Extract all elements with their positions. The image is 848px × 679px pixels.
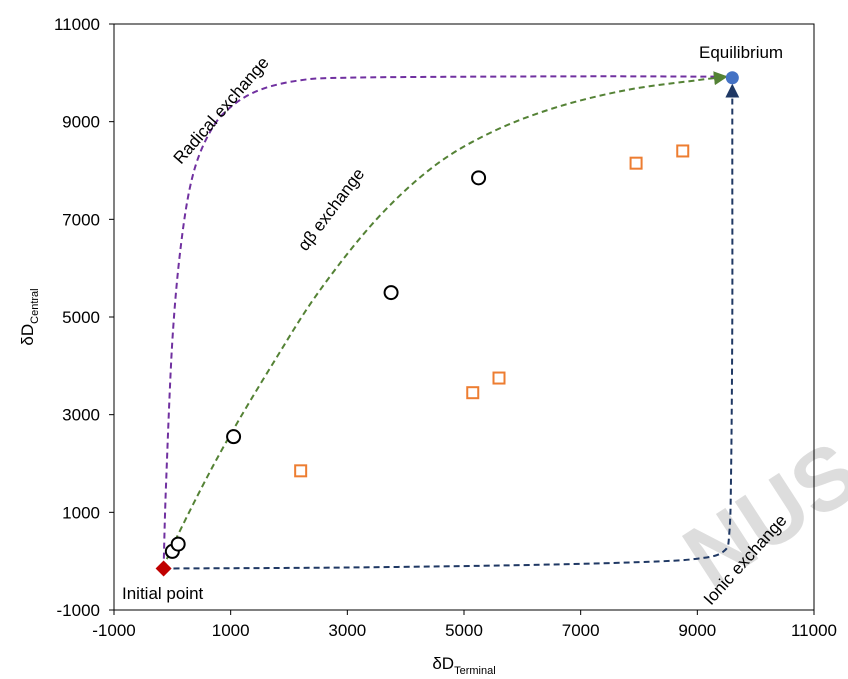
open-circle-point [226,429,242,445]
watermark: NUS [666,422,848,606]
curve-1 [162,71,728,569]
curve-0 [162,75,727,569]
y-axis-label: δDCentral [18,288,41,345]
open-square-point [492,371,506,385]
curve-2 [163,83,740,570]
equilibrium-marker [725,71,739,85]
y-tick-label: 9000 [62,113,100,132]
open-square-point [629,156,643,170]
y-axis-ticks: -1000 1000 3000 5000 7000 9000 11000 [54,15,114,620]
open-circle-point [471,170,487,186]
open-square-point [466,386,480,400]
y-tick-label: 3000 [62,406,100,425]
x-tick-label: 7000 [562,621,600,640]
initial-point-label: Initial point [122,584,204,603]
radical-exchange-label: Radical exchange [170,53,273,167]
open-square-point [676,144,690,158]
x-tick-label: 3000 [328,621,366,640]
data-points [155,71,739,577]
x-tick-label: 5000 [445,621,483,640]
open-circle-point [170,536,186,552]
open-square-point [294,464,308,478]
y-tick-label: 5000 [62,308,100,327]
open-circle-point [383,285,399,301]
y-tick-label: -1000 [57,601,100,620]
y-tick-label: 1000 [62,503,100,522]
x-tick-label: 1000 [212,621,250,640]
y-tick-label: 7000 [62,210,100,229]
y-tick-label: 11000 [54,15,100,34]
x-tick-label: 9000 [678,621,716,640]
initial-point-marker [155,560,172,577]
watermark-text: NUS [666,422,848,606]
exchange-curves [162,71,740,570]
x-tick-label: 11000 [791,621,837,640]
x-axis-label: δDTerminal [432,654,495,677]
x-axis-ticks: -1000 1000 3000 5000 7000 9000 11000 [92,610,837,640]
x-tick-label: -1000 [92,621,135,640]
equilibrium-label: Equilibrium [699,43,783,62]
